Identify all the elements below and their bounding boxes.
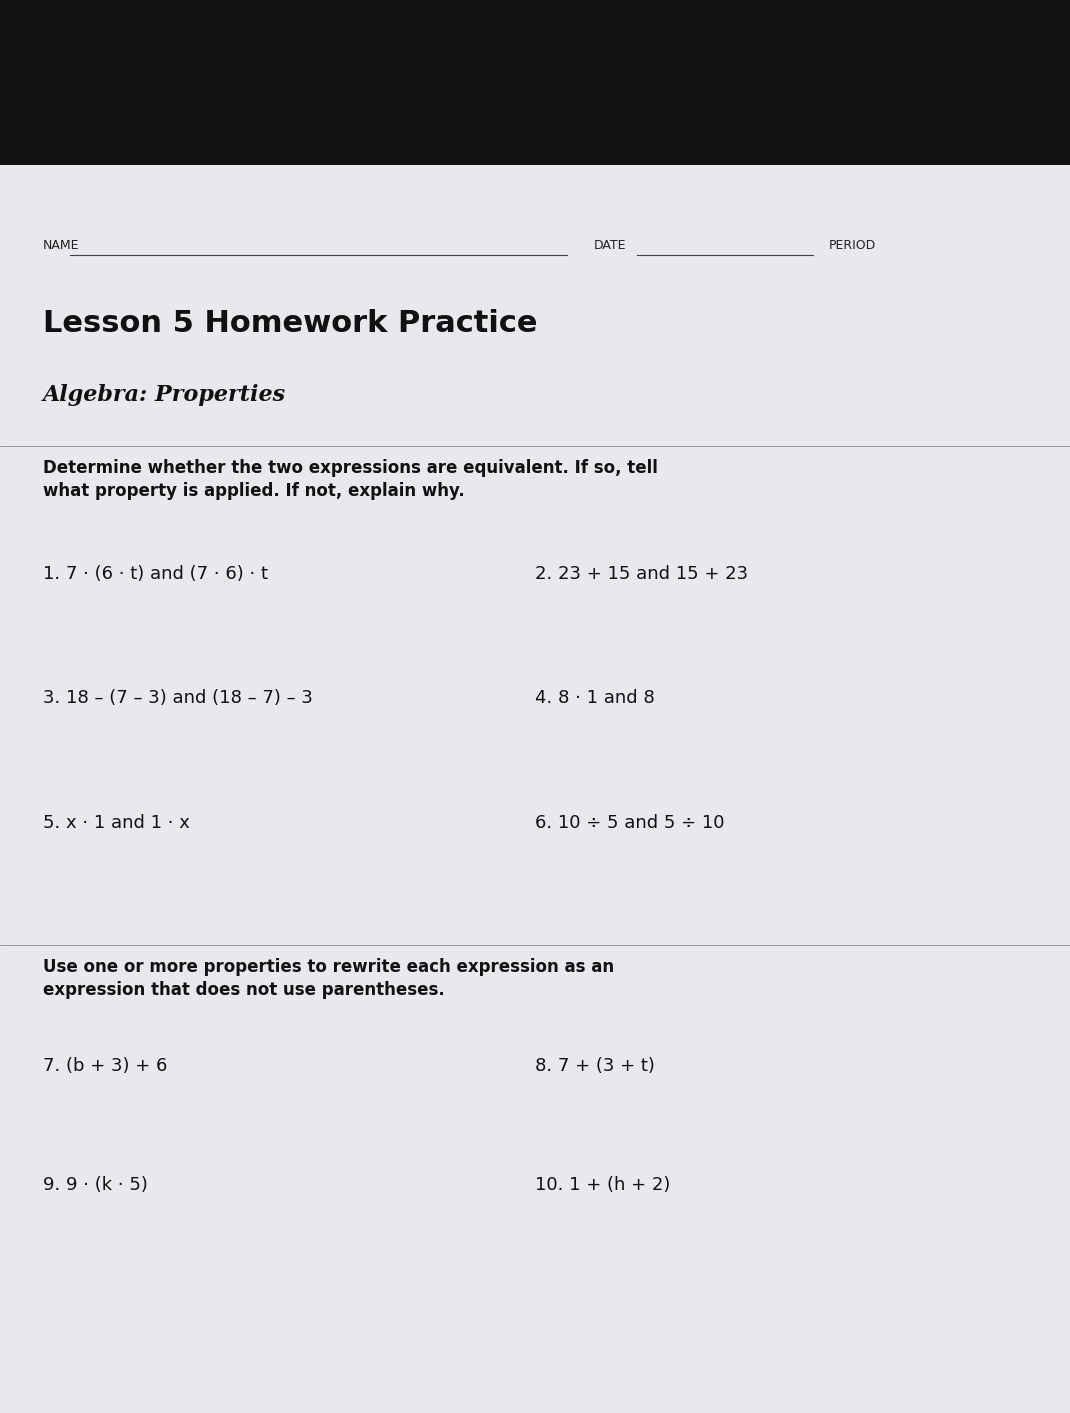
Text: PERIOD: PERIOD [829, 239, 876, 252]
Text: 2. 23 + 15 and 15 + 23: 2. 23 + 15 and 15 + 23 [535, 565, 748, 582]
Text: Algebra: Properties: Algebra: Properties [43, 384, 286, 406]
Text: NAME: NAME [43, 239, 79, 252]
Text: 10. 1 + (h + 2): 10. 1 + (h + 2) [535, 1176, 671, 1194]
Text: Lesson 5 Homework Practice: Lesson 5 Homework Practice [43, 309, 537, 338]
Text: 6. 10 ÷ 5 and 5 ÷ 10: 6. 10 ÷ 5 and 5 ÷ 10 [535, 814, 724, 832]
Text: 4. 8 · 1 and 8: 4. 8 · 1 and 8 [535, 690, 655, 708]
Text: Use one or more properties to rewrite each expression as an
expression that does: Use one or more properties to rewrite ea… [43, 958, 614, 999]
Text: DATE: DATE [594, 239, 626, 252]
Text: Determine whether the two expressions are equivalent. If so, tell
what property : Determine whether the two expressions ar… [43, 459, 658, 500]
Text: 5. x · 1 and 1 · x: 5. x · 1 and 1 · x [43, 814, 189, 832]
Text: 7. (b + 3) + 6: 7. (b + 3) + 6 [43, 1057, 167, 1075]
Text: 9. 9 · (k · 5): 9. 9 · (k · 5) [43, 1176, 148, 1194]
Text: 3. 18 – (7 – 3) and (18 – 7) – 3: 3. 18 – (7 – 3) and (18 – 7) – 3 [43, 690, 312, 708]
Text: 1. 7 · (6 · t) and (7 · 6) · t: 1. 7 · (6 · t) and (7 · 6) · t [43, 565, 268, 582]
FancyBboxPatch shape [0, 165, 1070, 1413]
Text: 8. 7 + (3 + t): 8. 7 + (3 + t) [535, 1057, 655, 1075]
